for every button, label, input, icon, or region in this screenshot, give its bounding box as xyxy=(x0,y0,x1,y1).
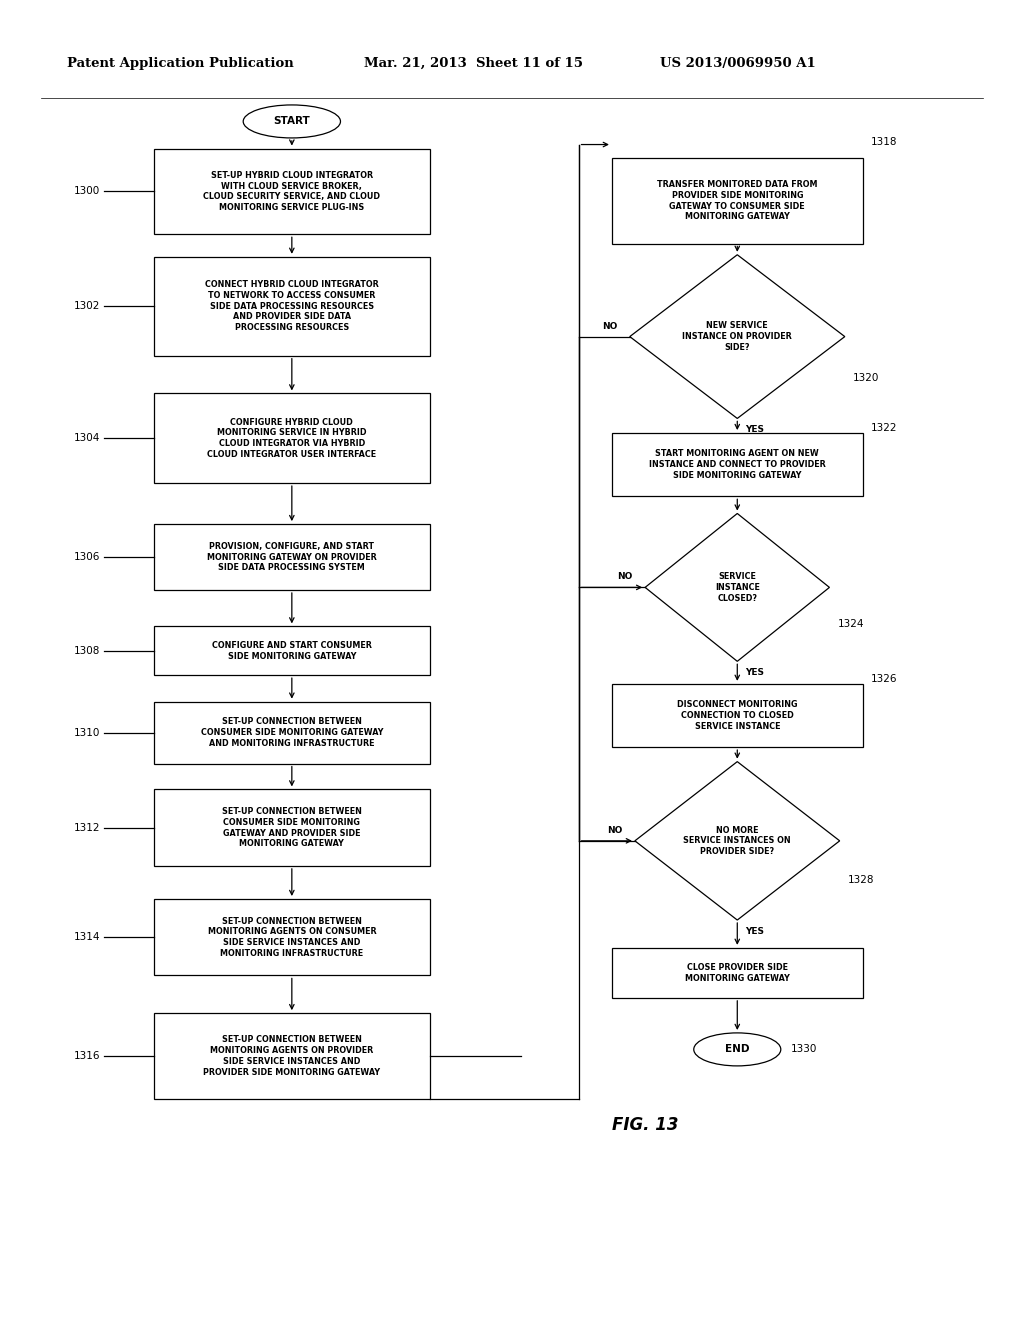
FancyBboxPatch shape xyxy=(154,149,430,235)
Text: TRANSFER MONITORED DATA FROM
PROVIDER SIDE MONITORING
GATEWAY TO CONSUMER SIDE
M: TRANSFER MONITORED DATA FROM PROVIDER SI… xyxy=(657,180,817,222)
Text: SET-UP HYBRID CLOUD INTEGRATOR
WITH CLOUD SERVICE BROKER,
CLOUD SECURITY SERVICE: SET-UP HYBRID CLOUD INTEGRATOR WITH CLOU… xyxy=(204,170,380,213)
Text: 1322: 1322 xyxy=(870,422,897,433)
Text: NO: NO xyxy=(607,826,623,834)
Text: START MONITORING AGENT ON NEW
INSTANCE AND CONNECT TO PROVIDER
SIDE MONITORING G: START MONITORING AGENT ON NEW INSTANCE A… xyxy=(649,449,825,480)
Polygon shape xyxy=(635,762,840,920)
FancyBboxPatch shape xyxy=(154,524,430,590)
Text: 1326: 1326 xyxy=(870,673,897,684)
FancyBboxPatch shape xyxy=(611,433,862,496)
Text: 1310: 1310 xyxy=(74,727,100,738)
Text: 1306: 1306 xyxy=(74,552,100,562)
Text: NEW SERVICE
INSTANCE ON PROVIDER
SIDE?: NEW SERVICE INSTANCE ON PROVIDER SIDE? xyxy=(682,321,793,352)
Text: CONFIGURE HYBRID CLOUD
MONITORING SERVICE IN HYBRID
CLOUD INTEGRATOR VIA HYBRID
: CONFIGURE HYBRID CLOUD MONITORING SERVIC… xyxy=(207,417,377,459)
FancyBboxPatch shape xyxy=(611,684,862,747)
Text: FIG. 13: FIG. 13 xyxy=(612,1115,678,1134)
Text: 1320: 1320 xyxy=(853,372,880,383)
FancyBboxPatch shape xyxy=(611,948,862,998)
Text: 1318: 1318 xyxy=(870,137,897,148)
Text: 1300: 1300 xyxy=(74,186,100,197)
FancyBboxPatch shape xyxy=(611,158,862,243)
Text: 1302: 1302 xyxy=(74,301,100,312)
Text: 1316: 1316 xyxy=(74,1051,100,1061)
Text: CLOSE PROVIDER SIDE
MONITORING GATEWAY: CLOSE PROVIDER SIDE MONITORING GATEWAY xyxy=(685,964,790,982)
Text: US 2013/0069950 A1: US 2013/0069950 A1 xyxy=(660,57,816,70)
Text: PROVISION, CONFIGURE, AND START
MONITORING GATEWAY ON PROVIDER
SIDE DATA PROCESS: PROVISION, CONFIGURE, AND START MONITORI… xyxy=(207,541,377,573)
Text: 1312: 1312 xyxy=(74,822,100,833)
FancyBboxPatch shape xyxy=(154,899,430,975)
Polygon shape xyxy=(630,255,845,418)
Text: END: END xyxy=(725,1044,750,1055)
FancyBboxPatch shape xyxy=(154,1014,430,1098)
Text: CONNECT HYBRID CLOUD INTEGRATOR
TO NETWORK TO ACCESS CONSUMER
SIDE DATA PROCESSI: CONNECT HYBRID CLOUD INTEGRATOR TO NETWO… xyxy=(205,280,379,333)
Text: 1308: 1308 xyxy=(74,645,100,656)
FancyBboxPatch shape xyxy=(154,393,430,483)
Text: 1328: 1328 xyxy=(848,875,874,886)
Text: SET-UP CONNECTION BETWEEN
CONSUMER SIDE MONITORING GATEWAY
AND MONITORING INFRAS: SET-UP CONNECTION BETWEEN CONSUMER SIDE … xyxy=(201,717,383,748)
Text: 1330: 1330 xyxy=(791,1044,817,1055)
Text: SERVICE
INSTANCE
CLOSED?: SERVICE INSTANCE CLOSED? xyxy=(715,572,760,603)
Text: NO: NO xyxy=(602,322,617,330)
Polygon shape xyxy=(645,513,829,661)
Ellipse shape xyxy=(694,1032,781,1067)
FancyBboxPatch shape xyxy=(154,789,430,866)
Text: 1314: 1314 xyxy=(74,932,100,942)
Text: YES: YES xyxy=(745,425,765,434)
Text: NO: NO xyxy=(617,573,633,581)
Text: SET-UP CONNECTION BETWEEN
MONITORING AGENTS ON PROVIDER
SIDE SERVICE INSTANCES A: SET-UP CONNECTION BETWEEN MONITORING AGE… xyxy=(204,1035,380,1077)
Text: CONFIGURE AND START CONSUMER
SIDE MONITORING GATEWAY: CONFIGURE AND START CONSUMER SIDE MONITO… xyxy=(212,642,372,660)
FancyBboxPatch shape xyxy=(154,702,430,763)
Text: START: START xyxy=(273,116,310,127)
Text: Mar. 21, 2013  Sheet 11 of 15: Mar. 21, 2013 Sheet 11 of 15 xyxy=(364,57,583,70)
Text: YES: YES xyxy=(745,668,765,677)
Text: NO MORE
SERVICE INSTANCES ON
PROVIDER SIDE?: NO MORE SERVICE INSTANCES ON PROVIDER SI… xyxy=(683,825,792,857)
Text: DISCONNECT MONITORING
CONNECTION TO CLOSED
SERVICE INSTANCE: DISCONNECT MONITORING CONNECTION TO CLOS… xyxy=(677,700,798,731)
Ellipse shape xyxy=(244,106,340,139)
FancyBboxPatch shape xyxy=(154,256,430,355)
FancyBboxPatch shape xyxy=(154,627,430,676)
Text: SET-UP CONNECTION BETWEEN
MONITORING AGENTS ON CONSUMER
SIDE SERVICE INSTANCES A: SET-UP CONNECTION BETWEEN MONITORING AGE… xyxy=(208,916,376,958)
Text: Patent Application Publication: Patent Application Publication xyxy=(67,57,293,70)
Text: 1324: 1324 xyxy=(838,619,864,630)
Text: SET-UP CONNECTION BETWEEN
CONSUMER SIDE MONITORING
GATEWAY AND PROVIDER SIDE
MON: SET-UP CONNECTION BETWEEN CONSUMER SIDE … xyxy=(222,807,361,849)
Text: YES: YES xyxy=(745,927,765,936)
Text: 1304: 1304 xyxy=(74,433,100,444)
